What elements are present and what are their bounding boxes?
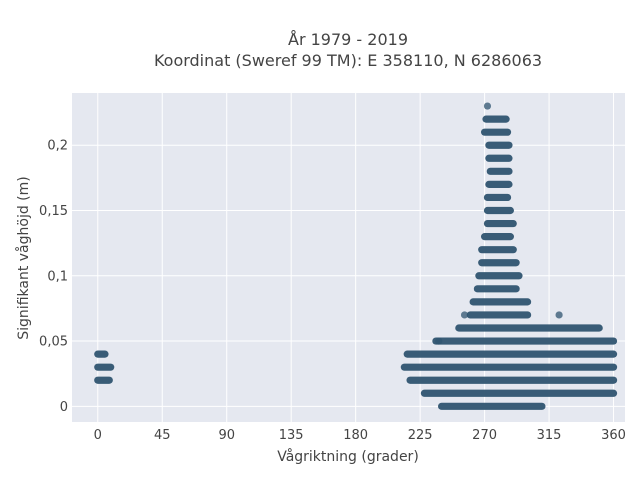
data-point-cluster — [400, 363, 618, 371]
data-point-cluster — [455, 324, 603, 332]
y-tick-label: 0,1 — [47, 269, 68, 284]
data-point-cluster — [406, 376, 618, 384]
x-tick-label: 45 — [154, 428, 171, 443]
x-tick-label: 270 — [472, 428, 497, 443]
x-tick-labels: 0 45 90 135 180 225 270 315 360 — [94, 428, 626, 443]
y-axis-title: Signifikant våghöjd (m) — [15, 176, 32, 339]
chart-title-line-1: År 1979 - 2019 — [288, 30, 408, 49]
data-point-cluster — [94, 376, 113, 384]
data-point-cluster — [475, 272, 523, 280]
data-point-cluster — [94, 363, 115, 371]
data-point-cluster — [473, 285, 520, 293]
data-point-cluster — [466, 311, 532, 319]
data-point-cluster — [483, 193, 512, 202]
y-tick-labels: 0 0,05 0,1 0,15 0,2 — [39, 139, 68, 415]
data-point-cluster — [481, 128, 512, 136]
data-point-cluster — [482, 115, 510, 123]
x-tick-label: 90 — [218, 428, 235, 443]
data-point-cluster — [94, 350, 109, 358]
y-tick-label: 0 — [60, 400, 68, 415]
chart-title-line-2: Koordinat (Sweref 99 TM): E 358110, N 62… — [154, 51, 542, 70]
data-point-cluster — [478, 246, 517, 254]
data-point-cluster — [485, 154, 513, 162]
x-tick-label: 225 — [408, 428, 433, 443]
data-point — [435, 337, 443, 345]
y-tick-label: 0,2 — [47, 139, 68, 154]
x-tick-label: 180 — [343, 428, 368, 443]
data-point-cluster — [469, 298, 532, 306]
data-point-cluster — [481, 233, 514, 241]
data-point — [555, 311, 563, 319]
x-tick-label: 0 — [94, 428, 102, 443]
x-tick-label: 135 — [279, 428, 304, 443]
plot-area — [72, 93, 625, 422]
data-point-cluster — [483, 219, 517, 228]
data-point — [460, 311, 469, 319]
data-point-cluster — [420, 389, 618, 397]
data-point-cluster — [486, 167, 513, 175]
data-point — [483, 102, 492, 110]
y-tick-label: 0,05 — [39, 335, 68, 350]
data-point-cluster — [485, 141, 513, 149]
data-point-cluster — [485, 180, 513, 188]
data-point-cluster — [432, 337, 618, 345]
x-tick-label: 315 — [537, 428, 562, 443]
data-point-cluster — [438, 402, 546, 410]
data-point-cluster — [478, 259, 520, 267]
x-axis-title: Vågriktning (grader) — [277, 448, 419, 465]
data-point-cluster — [403, 350, 618, 358]
data-points — [94, 102, 618, 410]
data-point-cluster — [483, 206, 514, 215]
y-tick-label: 0,15 — [39, 204, 68, 219]
x-tick-label: 360 — [601, 428, 626, 443]
